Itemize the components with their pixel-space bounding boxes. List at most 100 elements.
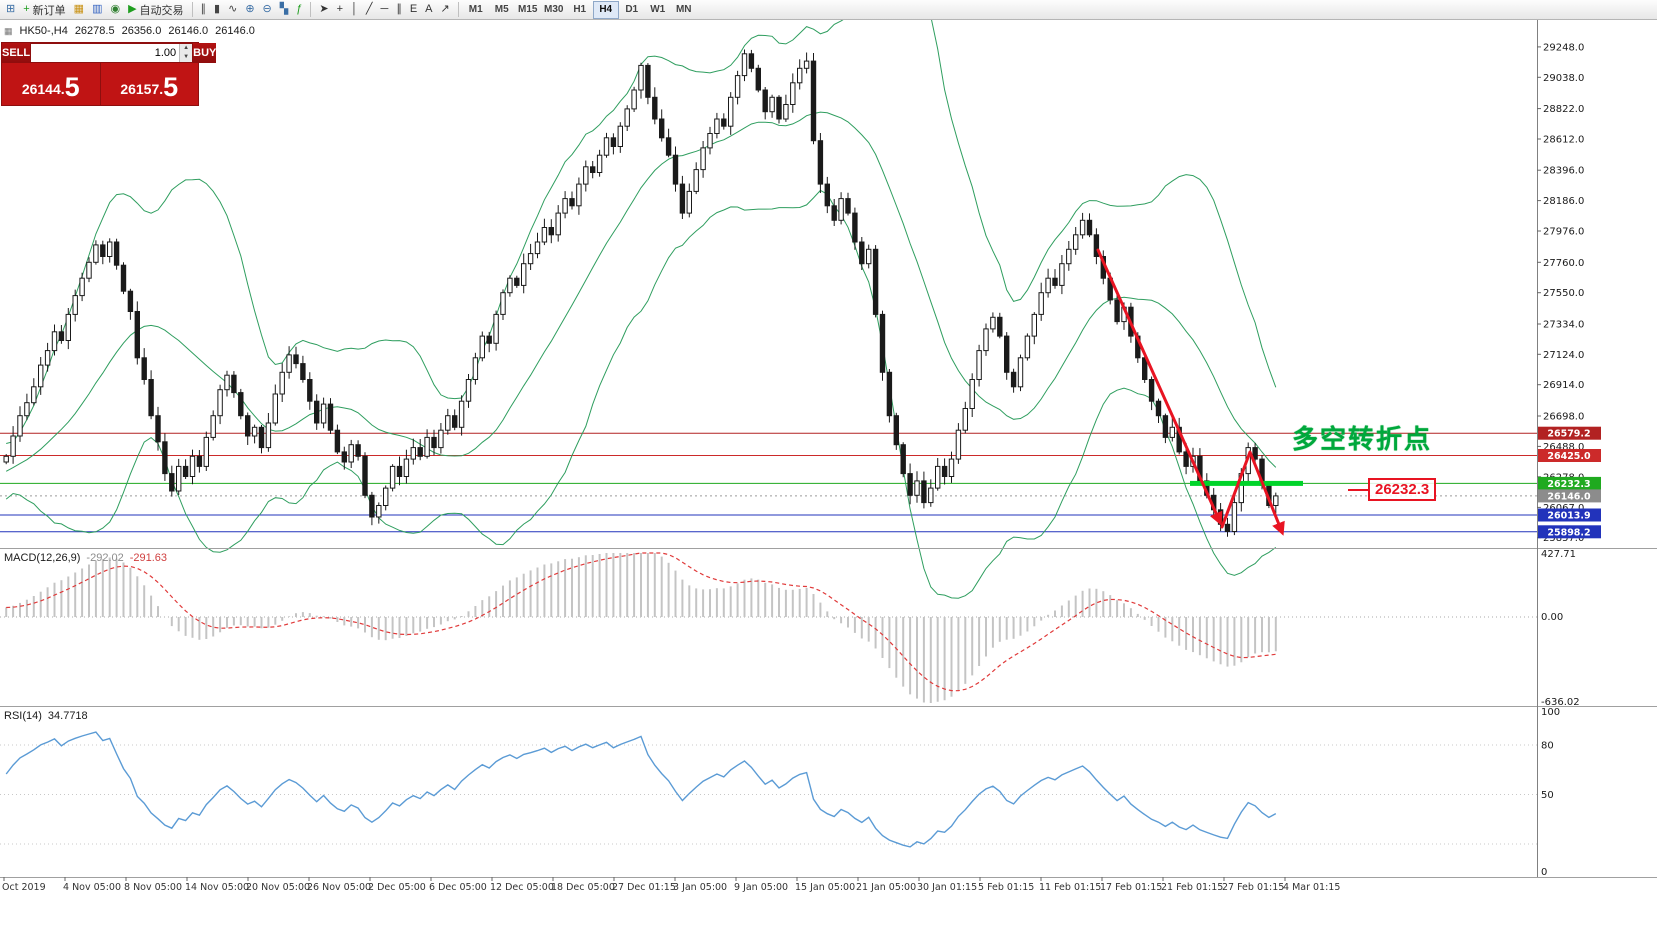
toolbar-crosshair-button[interactable]: + xyxy=(333,0,347,20)
navigator-icon: ◉ xyxy=(110,3,121,15)
svg-text:26067.0: 26067.0 xyxy=(1543,503,1584,514)
svg-text:17 Feb 01:15: 17 Feb 01:15 xyxy=(1100,882,1162,893)
svg-text:21 Feb 01:15: 21 Feb 01:15 xyxy=(1161,882,1223,893)
svg-text:9 Jan 05:00: 9 Jan 05:00 xyxy=(734,882,788,893)
elliott-tool-icon: E xyxy=(409,3,418,15)
timeframe-h1[interactable]: H1 xyxy=(573,3,587,15)
toolbar-indicators-button[interactable]: ƒ xyxy=(292,0,306,20)
timeframe-mn[interactable]: MN xyxy=(675,3,692,15)
bar-low: 26146.0 xyxy=(168,25,209,37)
svg-text:28612.0: 28612.0 xyxy=(1543,135,1584,146)
buy-button[interactable]: BUY xyxy=(193,43,217,63)
toolbar-elliott-tool-button[interactable]: E xyxy=(406,0,421,20)
timeframe-m15[interactable]: M15 xyxy=(517,3,538,15)
toolbar-new-chart-button[interactable]: ⊞ xyxy=(2,0,19,20)
toolbar-vertical-line-button[interactable]: │ xyxy=(347,0,362,20)
macd-value-main: -292.02 xyxy=(86,552,124,564)
toolbar-data-window-button[interactable]: ▥ xyxy=(88,0,106,20)
macd-title: MACD(12,26,9) xyxy=(4,552,81,564)
rsi-value: 34.7718 xyxy=(47,710,88,722)
svg-text:3 Jan 05:00: 3 Jan 05:00 xyxy=(673,882,727,893)
tile-windows-icon: ▚ xyxy=(279,3,289,15)
zoom-in-icon: ⊕ xyxy=(245,3,255,15)
svg-text:28822.0: 28822.0 xyxy=(1543,104,1584,115)
toolbar-market-watch-button[interactable]: ▦ xyxy=(70,0,88,20)
svg-text:26232.3: 26232.3 xyxy=(1547,479,1590,490)
timeframe-m5[interactable]: M5 xyxy=(494,3,509,15)
svg-text:100: 100 xyxy=(1541,707,1560,718)
svg-text:27550.0: 27550.0 xyxy=(1543,288,1584,299)
toolbar-horizontal-line-button[interactable]: ─ xyxy=(377,0,393,20)
svg-text:27 Dec 01:15: 27 Dec 01:15 xyxy=(612,882,676,893)
svg-text:27334.0: 27334.0 xyxy=(1543,320,1584,331)
timeframe-m30[interactable]: M30 xyxy=(543,3,564,15)
toolbar-new-order-button[interactable]: + 新订单 xyxy=(19,0,69,20)
bar-open: 26278.5 xyxy=(74,25,115,37)
sell-price[interactable]: 26144. 5 xyxy=(2,63,100,105)
svg-text:11 Feb 01:15: 11 Feb 01:15 xyxy=(1039,882,1101,893)
toolbar-equidistant-channel-button[interactable]: ∥ xyxy=(392,0,406,20)
indicators-icon: ƒ xyxy=(296,3,303,15)
macd-indicator-label: MACD(12,26,9) -292.02 -291.63 xyxy=(4,552,167,564)
svg-text:Oct 2019: Oct 2019 xyxy=(2,882,46,893)
svg-text:5 Feb 01:15: 5 Feb 01:15 xyxy=(978,882,1034,893)
time-axis[interactable]: Oct 2019 4 Nov 05:00 8 Nov 05:00 14 Nov 05:… xyxy=(2,877,1340,893)
svg-text:25857.0: 25857.0 xyxy=(1543,533,1584,544)
svg-text:50: 50 xyxy=(1541,790,1554,801)
timeframe-m1[interactable]: M1 xyxy=(468,3,483,15)
toolbar-trendline-button[interactable]: ╱ xyxy=(362,0,377,20)
panel-separators[interactable] xyxy=(0,20,1657,878)
timeframe-d1[interactable]: D1 xyxy=(625,3,639,15)
toolbar-separator xyxy=(191,2,193,17)
svg-text:18 Dec 05:00: 18 Dec 05:00 xyxy=(551,882,615,893)
toolbar-navigator-button[interactable]: ◉ xyxy=(106,0,124,20)
buy-price-main: 26157. xyxy=(120,81,164,97)
price-tags: 26579.2 26425.0 26232.3 26013.9 25898.2 26146… xyxy=(1538,426,1601,539)
volume-down-button[interactable]: ▼ xyxy=(179,53,193,62)
svg-text:6 Dec 05:00: 6 Dec 05:00 xyxy=(429,882,487,893)
svg-text:28396.0: 28396.0 xyxy=(1543,166,1584,177)
svg-text:27976.0: 27976.0 xyxy=(1543,227,1584,238)
new-order-label: 新订单 xyxy=(32,4,66,17)
timeframe-w1[interactable]: W1 xyxy=(650,3,666,15)
crosshair-icon: + xyxy=(336,3,344,15)
toolbar-chart-bars-button[interactable]: ∥ xyxy=(197,0,211,20)
svg-text:0.00: 0.00 xyxy=(1541,612,1563,623)
horizontal-level-lines[interactable] xyxy=(0,432,1537,533)
trend-arrows[interactable] xyxy=(1096,248,1285,536)
buy-price[interactable]: 26157. 5 xyxy=(99,63,199,105)
toolbar-chart-line-button[interactable]: ∿ xyxy=(224,0,241,20)
turning-point-annotation[interactable]: 多空转折点 xyxy=(1292,424,1433,454)
svg-text:26013.9: 26013.9 xyxy=(1547,511,1590,522)
svg-text:27 Feb 01:15: 27 Feb 01:15 xyxy=(1222,882,1284,893)
sell-button[interactable]: SELL xyxy=(2,43,31,63)
toolbar-arrows-tool-button[interactable]: ↗ xyxy=(437,0,454,20)
toolbar-text-tool-button[interactable]: A xyxy=(421,0,436,20)
toolbar: ⊞ + 新订单 ▦ ▥ ◉ ▶ 自动交易 ∥ ▮ ∿ ⊕ ⊖ ▚ ƒ ➤ + │ ╱ ─ ∥ E A ↗ M1 M5 M15 M30 H… xyxy=(0,0,1657,20)
price-callout[interactable]: 26232.3 xyxy=(1368,478,1437,501)
toolbar-tile-windows-button[interactable]: ▚ xyxy=(276,0,292,20)
market-watch-icon: ▦ xyxy=(73,3,85,15)
svg-text:4 Mar 01:15: 4 Mar 01:15 xyxy=(1283,882,1340,893)
toolbar-zoom-out-button[interactable]: ⊖ xyxy=(259,0,276,20)
volume-up-button[interactable]: ▲ xyxy=(179,44,193,53)
volume-input[interactable] xyxy=(31,44,180,62)
timeframe-h4[interactable]: H4 xyxy=(592,0,619,19)
toolbar-autotrading-button[interactable]: ▶ 自动交易 xyxy=(124,0,187,20)
svg-text:427.71: 427.71 xyxy=(1541,549,1576,560)
svg-text:26488.0: 26488.0 xyxy=(1543,442,1584,453)
toolbar-cursor-button[interactable]: ➤ xyxy=(315,0,332,20)
svg-text:26579.2: 26579.2 xyxy=(1547,429,1590,440)
support-highlight-line[interactable] xyxy=(1190,480,1303,486)
toolbar-chart-candles-button[interactable]: ▮ xyxy=(210,0,224,20)
toolbar-zoom-in-button[interactable]: ⊕ xyxy=(241,0,258,20)
new-order-icon: + xyxy=(23,3,30,15)
equidistant-channel-icon: ∥ xyxy=(396,3,402,15)
data-window-icon: ▥ xyxy=(92,3,103,15)
price-callout-line xyxy=(1348,489,1368,491)
svg-text:27124.0: 27124.0 xyxy=(1543,350,1584,361)
symbol-info: ▦ HK50-,H4 26278.5 26356.0 26146.0 26146… xyxy=(4,25,255,37)
rsi-panel xyxy=(0,731,1537,848)
svg-text:28186.0: 28186.0 xyxy=(1543,196,1584,207)
